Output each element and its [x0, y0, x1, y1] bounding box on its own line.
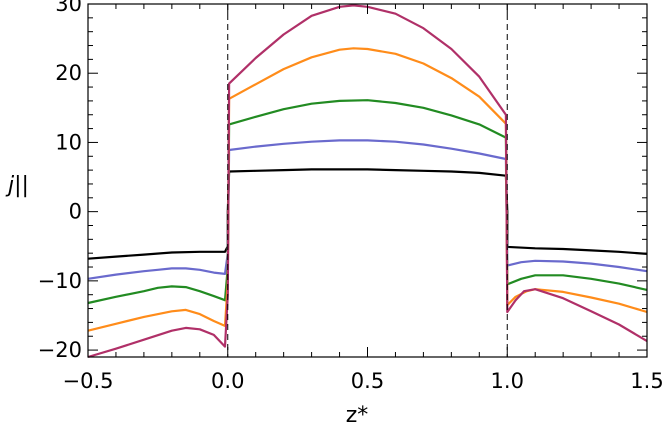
y-tick-label: −10: [38, 269, 82, 293]
x-tick-label: 0.0: [211, 369, 244, 393]
x-tick-label: 1.0: [491, 369, 524, 393]
tick-labels: −0.5 0.0 0.5 1.0 1.5 −20 −10 0 10 20 30: [38, 0, 664, 393]
x-tick-label: −0.5: [63, 369, 114, 393]
x-tick-label: 1.5: [630, 369, 663, 393]
y-tick-label: 0: [69, 200, 82, 224]
y-tick-label: 20: [55, 61, 82, 85]
y-tick-label: −20: [38, 338, 82, 362]
y-axis-label: j||: [5, 173, 29, 198]
y-tick-label: 30: [55, 0, 82, 16]
series-line-5: [87, 4, 648, 359]
series-layer: [87, 4, 648, 359]
y-tick-label: 10: [55, 130, 82, 154]
series-line-2: [87, 139, 648, 280]
reference-lines: [227, 4, 508, 357]
series-line-4: [87, 47, 648, 332]
axis-ticks: [87, 3, 648, 357]
x-tick-label: 0.5: [351, 369, 384, 393]
plot-frame: [87, 3, 648, 358]
series-line-3: [87, 99, 648, 305]
series-line-1: [87, 168, 648, 260]
x-axis-label: z*: [346, 403, 369, 425]
